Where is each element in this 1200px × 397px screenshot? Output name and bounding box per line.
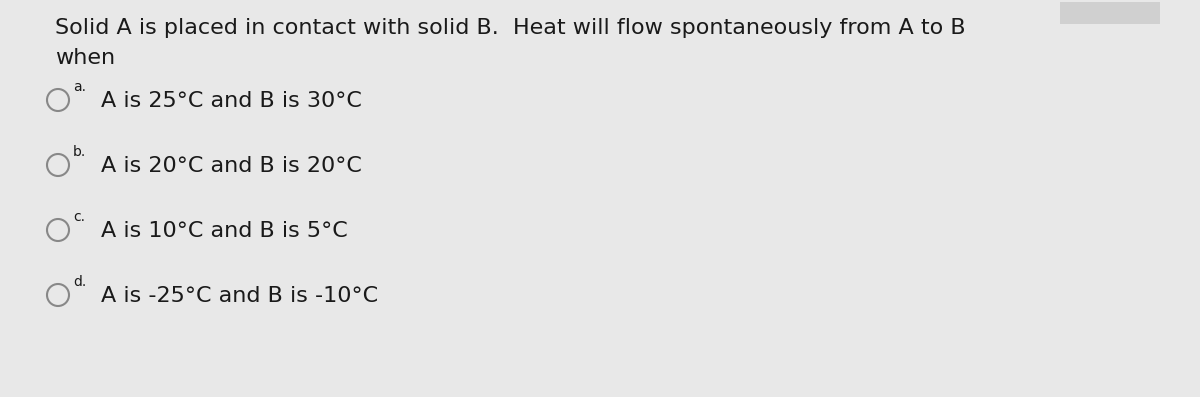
- Text: A is 25°C and B is 30°C: A is 25°C and B is 30°C: [101, 91, 362, 111]
- Text: A is 10°C and B is 5°C: A is 10°C and B is 5°C: [101, 221, 348, 241]
- Text: d.: d.: [73, 275, 86, 289]
- Text: a.: a.: [73, 80, 86, 94]
- FancyBboxPatch shape: [1060, 2, 1160, 24]
- Text: b.: b.: [73, 145, 86, 159]
- Text: c.: c.: [73, 210, 85, 224]
- Text: A is -25°C and B is -10°C: A is -25°C and B is -10°C: [101, 286, 378, 306]
- Text: Solid A is placed in contact with solid B.  Heat will flow spontaneously from A : Solid A is placed in contact with solid …: [55, 18, 966, 38]
- Text: A is 20°C and B is 20°C: A is 20°C and B is 20°C: [101, 156, 362, 176]
- Text: when: when: [55, 48, 115, 68]
